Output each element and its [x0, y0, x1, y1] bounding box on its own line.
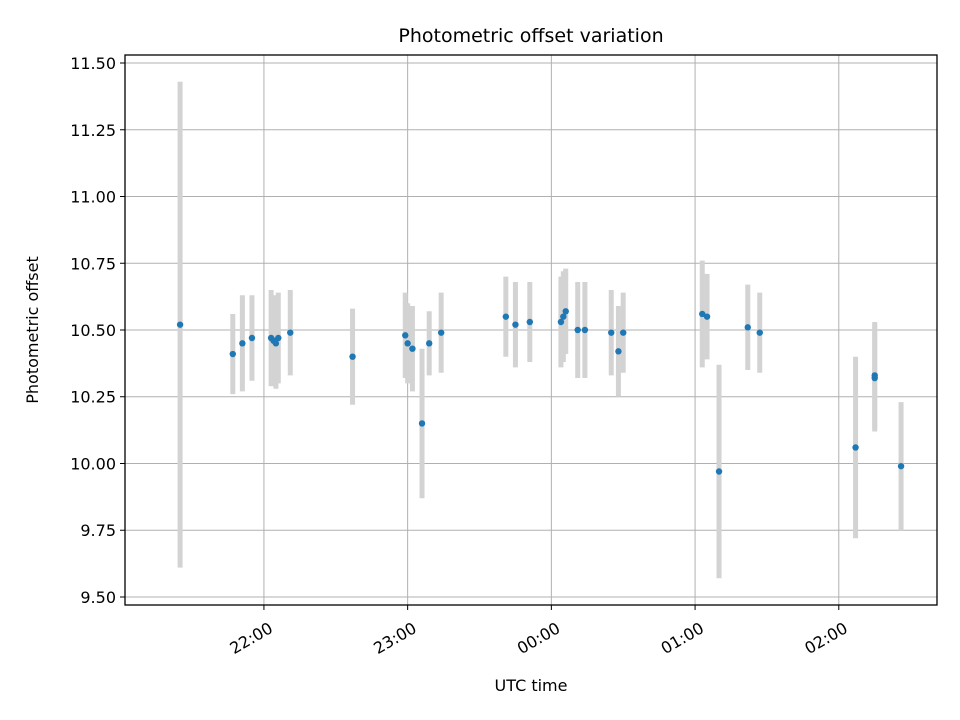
data-point	[560, 313, 567, 320]
point-layer	[176, 308, 905, 475]
x-tick-label: 00:00	[514, 618, 563, 658]
data-point	[756, 329, 763, 336]
data-point	[608, 329, 615, 336]
tick-layer: 9.50 9.75 10.00 10.25 10.50 10.75 11.00 11.25 11…	[70, 54, 851, 658]
data-point	[703, 313, 711, 320]
data-point	[574, 326, 581, 334]
x-tick-label: 22:00	[226, 618, 275, 658]
x-tick-label: 02:00	[801, 618, 850, 658]
data-point	[512, 321, 519, 328]
data-point	[349, 353, 356, 360]
y-tick-label: 10.25	[70, 388, 116, 407]
data-point	[275, 334, 282, 342]
data-point	[620, 329, 627, 336]
data-point	[871, 374, 878, 382]
y-tick-label: 11.50	[70, 54, 116, 73]
y-tick-label: 10.50	[70, 321, 116, 340]
y-tick-label: 9.75	[80, 521, 116, 540]
data-point	[897, 462, 905, 470]
data-point	[615, 348, 622, 355]
y-tick-label: 10.75	[70, 254, 116, 273]
data-point	[239, 340, 246, 347]
chart-title: Photometric offset variation	[398, 25, 663, 47]
data-point	[418, 420, 426, 427]
data-point	[526, 318, 534, 326]
y-axis-title: Photometric offset	[23, 256, 42, 404]
data-point	[557, 318, 565, 326]
data-point	[562, 308, 569, 315]
data-point	[176, 321, 184, 328]
y-tick-label: 11.00	[70, 188, 116, 207]
data-point	[402, 332, 409, 339]
data-point	[699, 310, 706, 318]
data-point	[229, 350, 236, 358]
data-point	[409, 345, 416, 352]
y-tick-label: 10.00	[70, 454, 116, 473]
data-point	[404, 340, 411, 347]
data-point	[248, 334, 256, 342]
data-point	[744, 324, 751, 331]
data-point	[426, 340, 433, 347]
data-point	[715, 468, 723, 475]
y-tick-label: 11.25	[70, 121, 116, 140]
x-tick-label: 01:00	[658, 618, 707, 658]
data-point	[437, 329, 445, 336]
data-point	[581, 326, 589, 334]
data-point	[852, 444, 859, 451]
data-point	[272, 340, 280, 347]
x-tick-label: 23:00	[370, 618, 419, 658]
x-axis-title: UTC time	[495, 676, 568, 695]
data-point	[287, 329, 294, 336]
y-tick-label: 9.50	[80, 588, 116, 607]
data-point	[502, 313, 510, 320]
